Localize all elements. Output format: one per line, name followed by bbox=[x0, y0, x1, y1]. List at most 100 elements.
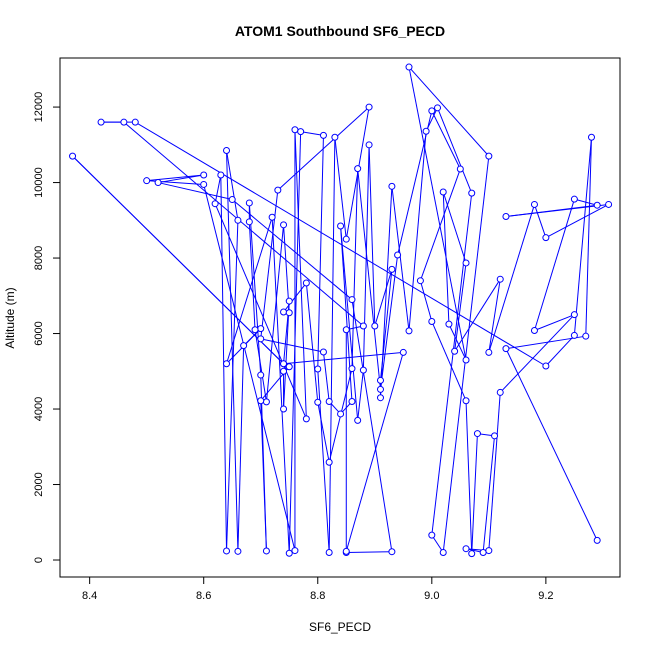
data-point bbox=[251, 326, 259, 334]
data-point bbox=[371, 322, 379, 330]
series-segment bbox=[499, 314, 575, 393]
data-point bbox=[434, 104, 442, 112]
data-point bbox=[439, 188, 447, 196]
x-axis: 8.4 8.6 8.8 9.0 9.2 bbox=[82, 577, 554, 602]
data-point bbox=[348, 397, 356, 405]
x-tick-label: 9.2 bbox=[538, 590, 553, 602]
series-segment bbox=[431, 110, 461, 170]
series-segment bbox=[237, 345, 245, 552]
series-segment bbox=[437, 107, 473, 194]
data-point bbox=[342, 547, 350, 555]
series-segment bbox=[305, 282, 319, 403]
series-segment bbox=[317, 402, 330, 463]
data-point bbox=[337, 410, 345, 418]
data-point bbox=[439, 548, 447, 556]
data-point bbox=[462, 259, 470, 267]
series-segment bbox=[454, 278, 501, 352]
series-segment bbox=[345, 352, 404, 552]
series-segment bbox=[391, 186, 410, 331]
data-point bbox=[456, 165, 464, 173]
data-point bbox=[485, 348, 493, 356]
data-point bbox=[131, 118, 139, 126]
x-tick-label: 8.8 bbox=[310, 590, 325, 602]
data-point bbox=[200, 171, 208, 179]
data-point bbox=[280, 405, 288, 413]
series-segment bbox=[408, 66, 467, 361]
y-tick-label: 10000 bbox=[33, 167, 45, 198]
series-segment bbox=[248, 221, 256, 330]
data-point bbox=[405, 63, 413, 71]
data-point bbox=[376, 376, 384, 384]
series-segment bbox=[72, 155, 284, 365]
y-tick-label: 0 bbox=[33, 557, 45, 563]
data-point bbox=[502, 345, 510, 353]
series-segment bbox=[346, 551, 392, 553]
data-point bbox=[302, 415, 310, 423]
data-point bbox=[354, 165, 362, 173]
data-point bbox=[428, 107, 436, 115]
data-point bbox=[280, 221, 288, 229]
series-segment bbox=[574, 198, 598, 206]
plot-frame bbox=[59, 57, 621, 578]
series-segment bbox=[271, 217, 290, 554]
x-axis-label: SF6_PECD bbox=[309, 620, 371, 634]
series-segment bbox=[505, 204, 598, 218]
data-point bbox=[228, 196, 236, 204]
data-point bbox=[468, 550, 476, 558]
data-point bbox=[570, 311, 578, 319]
data-point bbox=[542, 362, 550, 370]
series-segment bbox=[203, 184, 296, 551]
series-segment bbox=[408, 66, 490, 157]
data-point bbox=[587, 133, 595, 141]
data-point bbox=[234, 216, 242, 224]
y-axis: 0 2000 4000 6000 8000 10000 12000 bbox=[33, 92, 60, 563]
x-tick-label: 8.6 bbox=[196, 590, 211, 602]
series-segment bbox=[357, 168, 381, 390]
data-point bbox=[97, 118, 105, 126]
series-segment bbox=[419, 280, 433, 322]
series-segment bbox=[340, 225, 359, 421]
data-point bbox=[605, 200, 613, 208]
data-point bbox=[462, 397, 470, 405]
series-segment bbox=[351, 299, 393, 552]
data-point bbox=[285, 549, 293, 557]
data-point bbox=[245, 218, 253, 226]
series-segment bbox=[123, 121, 364, 327]
data-point bbox=[257, 397, 265, 405]
series-segment bbox=[573, 137, 592, 336]
data-point bbox=[285, 309, 293, 317]
data-point bbox=[291, 547, 299, 555]
series-segment bbox=[448, 323, 467, 361]
data-point bbox=[359, 366, 367, 374]
data-point bbox=[496, 275, 504, 283]
data-point bbox=[376, 394, 384, 402]
data-point bbox=[280, 367, 288, 375]
data-point bbox=[365, 103, 373, 111]
series-points bbox=[69, 63, 613, 558]
data-point bbox=[416, 277, 424, 285]
series-segment bbox=[135, 121, 547, 367]
series-segment bbox=[214, 174, 222, 204]
series-segment bbox=[226, 150, 239, 552]
data-point bbox=[257, 335, 265, 343]
data-point bbox=[348, 296, 356, 304]
data-point bbox=[274, 186, 282, 194]
series-segment bbox=[260, 190, 279, 339]
data-point bbox=[485, 547, 493, 555]
data-point bbox=[291, 126, 299, 134]
series-segment bbox=[533, 204, 547, 238]
data-point bbox=[479, 548, 487, 556]
data-point bbox=[342, 326, 350, 334]
series-segment bbox=[488, 392, 501, 551]
data-point bbox=[211, 200, 219, 208]
x-tick-label: 8.4 bbox=[82, 590, 97, 602]
data-point bbox=[445, 320, 453, 328]
data-point bbox=[462, 356, 470, 364]
data-point bbox=[399, 348, 407, 356]
data-point bbox=[331, 133, 339, 141]
data-point bbox=[268, 213, 276, 221]
series-segment bbox=[357, 370, 364, 421]
data-point bbox=[285, 297, 293, 305]
series-segment bbox=[283, 282, 307, 313]
